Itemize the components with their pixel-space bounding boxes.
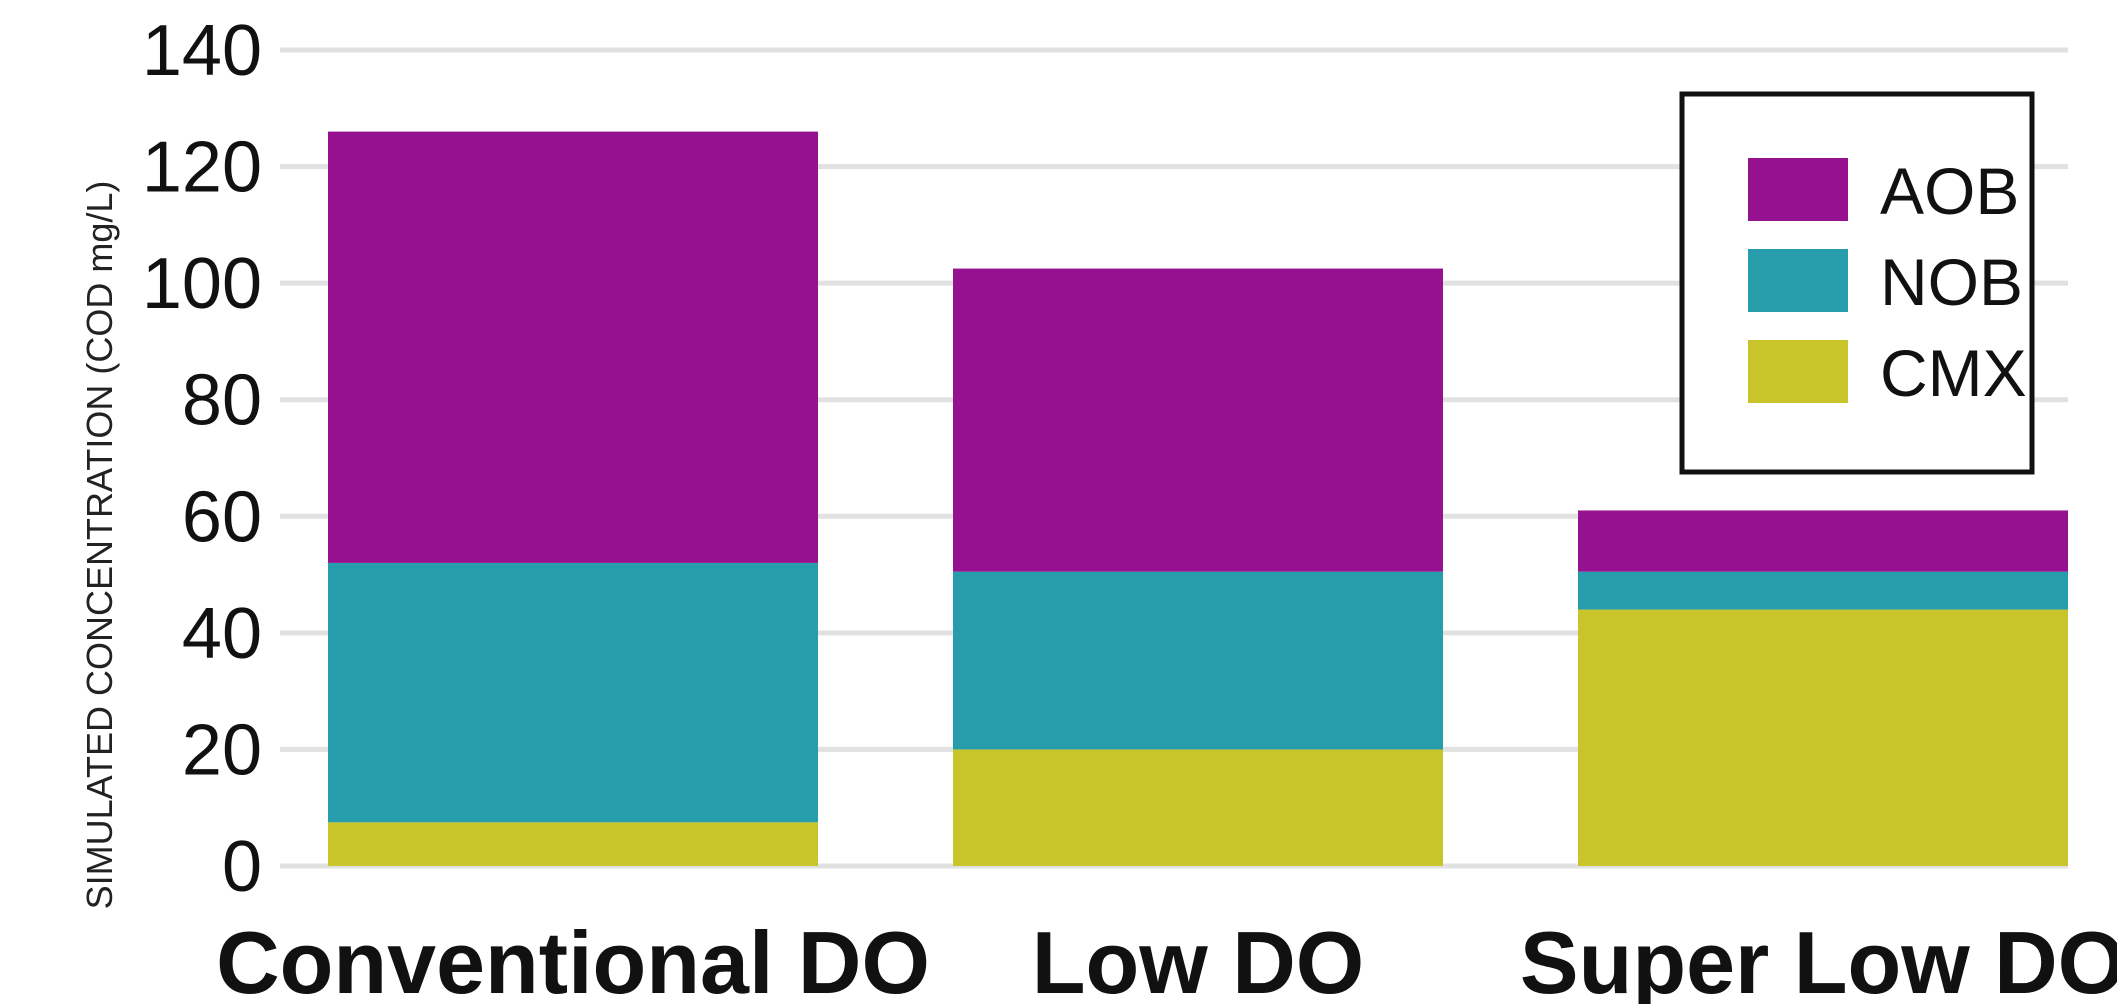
y-axis-label: SIMULATED CONCENTRATION (COD mg/L) bbox=[79, 181, 120, 910]
x-category-label: Low DO bbox=[1032, 913, 1364, 1004]
bar-segment-cmx bbox=[328, 822, 818, 866]
y-tick-label: 20 bbox=[182, 710, 262, 790]
legend: AOB NOB CMX bbox=[1679, 91, 2035, 475]
bar-segment-aob bbox=[953, 268, 1443, 572]
bar-segment-cmx bbox=[953, 749, 1443, 866]
y-tick-label: 80 bbox=[182, 361, 262, 441]
bar-segment-aob bbox=[1578, 510, 2068, 572]
legend-swatch-cmx bbox=[1748, 340, 1848, 403]
bar-segment-nob bbox=[328, 562, 818, 823]
legend-label-aob: AOB bbox=[1880, 154, 2019, 228]
y-tick-label: 120 bbox=[142, 128, 262, 208]
y-tick-label: 100 bbox=[142, 244, 262, 324]
x-category-label: Super Low DO bbox=[1520, 913, 2117, 1004]
bars bbox=[328, 131, 2068, 866]
y-axis-ticks: 0 20 40 60 80 100 120 140 bbox=[142, 11, 262, 907]
y-tick-label: 60 bbox=[182, 477, 262, 557]
legend-box bbox=[1679, 91, 2035, 475]
legend-swatch-nob bbox=[1748, 249, 1848, 312]
legend-label-nob: NOB bbox=[1880, 245, 2023, 319]
bar-segment-nob bbox=[1578, 571, 2068, 610]
bar-segment-aob bbox=[328, 131, 818, 563]
bar-segment-cmx bbox=[1578, 609, 2068, 866]
legend-swatch-aob bbox=[1748, 158, 1848, 221]
legend-label-cmx: CMX bbox=[1880, 336, 2027, 410]
bar-segment-nob bbox=[953, 571, 1443, 750]
legend-items: AOB NOB CMX bbox=[1748, 154, 2027, 410]
y-tick-label: 40 bbox=[182, 594, 262, 674]
y-tick-label: 0 bbox=[222, 827, 262, 907]
x-axis-labels: Conventional DO Low DO Super Low DO bbox=[216, 913, 2117, 1004]
y-tick-label: 140 bbox=[142, 11, 262, 91]
x-category-label: Conventional DO bbox=[216, 913, 930, 1004]
